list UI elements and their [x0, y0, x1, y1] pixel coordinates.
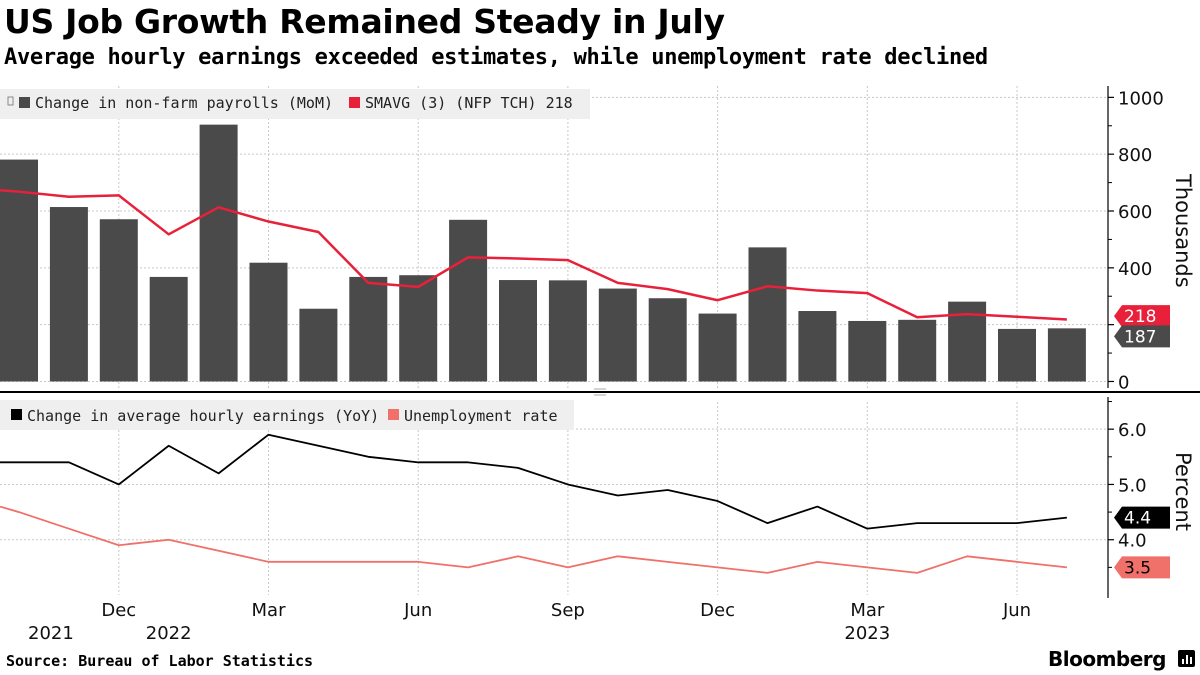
legend-swatch-unemployment [388, 409, 399, 420]
last-value-flag-payrolls-bg [1114, 325, 1170, 348]
y-tick-label-bottom: 4.0 [1118, 531, 1147, 552]
y-tick-label-top: 600 [1118, 202, 1152, 223]
last-value-flag-payrolls: 187 [1124, 327, 1156, 347]
payroll-bar [898, 319, 937, 382]
payroll-bar [0, 159, 38, 382]
legend-bottom-bg [0, 400, 574, 430]
x-year-label: 2023 [844, 623, 890, 640]
payroll-bar [99, 219, 138, 382]
brand-logo: Bloomberg [1048, 647, 1166, 671]
y-tick-label-bottom: 6.0 [1118, 420, 1147, 441]
x-tick-label: Dec [101, 600, 136, 621]
last-value-flag-smavg-bg [1114, 305, 1170, 328]
smavg-line [0, 189, 1067, 321]
payroll-bar [598, 288, 637, 382]
payroll-bar [49, 207, 88, 382]
x-tick-label: Sep [551, 600, 585, 621]
chart-area: 020040060080010004.05.06.0ThousandsPerce… [0, 86, 1200, 640]
payroll-bar [648, 298, 687, 382]
payroll-bar [349, 276, 388, 382]
legend-swatch-payrolls [19, 97, 30, 108]
legend-label-payrolls: Change in non-farm payrolls (MoM) [35, 94, 333, 112]
y-tick-label-top: 1000 [1118, 88, 1164, 109]
bloomberg-icon [1178, 650, 1195, 667]
payroll-bar [299, 308, 338, 382]
source-note: Source: Bureau of Labor Statistics [6, 652, 314, 670]
payroll-bar [748, 247, 787, 382]
legend-top-bg [0, 89, 590, 119]
legend-label-unemployment: Unemployment rate [404, 407, 558, 425]
y-tick-label-bottom: 5.0 [1118, 475, 1147, 496]
legend-swatch-earnings [11, 409, 22, 420]
x-tick-label: Jun [1002, 600, 1031, 621]
x-year-label: 2021 [28, 623, 74, 640]
legend-swatch-smavg [349, 97, 360, 108]
payroll-bar [149, 276, 188, 382]
payroll-bar [548, 280, 587, 382]
payroll-bar [449, 219, 488, 382]
chart-subtitle: Average hourly earnings exceeded estimat… [4, 45, 988, 70]
payroll-bar [1047, 328, 1086, 382]
last-value-flag-earnings-bg [1114, 506, 1170, 529]
payroll-bar [249, 262, 288, 382]
x-tick-label: Jun [403, 600, 432, 621]
y-tick-label-top: 0 [1118, 372, 1129, 393]
legend-label-smavg: SMAVG (3) (NFP TCH) 218 [365, 94, 573, 112]
payroll-bar [798, 311, 837, 382]
payroll-bar [399, 275, 438, 382]
x-year-label: 2022 [146, 623, 192, 640]
last-value-flag-unemployment-bg [1114, 556, 1170, 579]
x-tick-label: Dec [700, 600, 735, 621]
payroll-bar [998, 328, 1036, 382]
legend-label-earnings: Change in average hourly earnings (YoY) [27, 407, 379, 425]
payroll-bar [199, 124, 238, 382]
x-tick-label: Mar [252, 600, 287, 621]
payroll-bar [499, 280, 537, 382]
legend-handle-icon [7, 96, 14, 106]
payroll-bar [848, 320, 887, 382]
y-tick-label-top: 400 [1118, 259, 1152, 280]
chart-title: US Job Growth Remained Steady in July [4, 2, 725, 41]
earnings-line [0, 433, 1067, 530]
x-tick-label: Mar [850, 600, 885, 621]
y-tick-label-top: 800 [1118, 145, 1152, 166]
y-axis-title-top: Thousands [1171, 173, 1195, 288]
y-axis-title-bottom: Percent [1171, 452, 1195, 531]
last-value-flag-smavg: 218 [1124, 307, 1156, 327]
payroll-bar [698, 313, 737, 382]
last-value-flag-unemployment: 3.5 [1124, 558, 1151, 578]
last-value-flag-earnings: 4.4 [1124, 509, 1151, 529]
unemployment-line [0, 505, 1067, 574]
